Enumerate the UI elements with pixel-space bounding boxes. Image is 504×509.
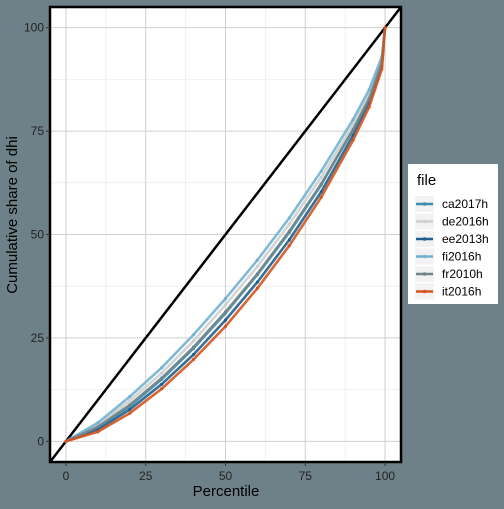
data-point-de2016h [255,264,260,268]
data-point-ee2013h [319,190,323,194]
data-point-fr2010h [319,182,323,186]
legend-key-point [422,237,427,241]
data-point-fr2010h [223,310,228,314]
legend-item-fi2016h: fi2016h [415,248,481,265]
data-point-de2016h [191,339,196,343]
legend-label-fr2010h: fr2010h [442,267,483,281]
data-point-fr2010h [96,425,100,429]
data-point-ee2013h [191,352,196,357]
data-point-fi2016h [287,216,291,220]
legend-label-ca2017h: ca2017h [442,197,488,211]
data-point-fi2016h [160,366,164,370]
data-point-ee2013h [223,318,228,322]
data-point-fr2010h [128,403,132,407]
data-point-fr2010h [351,128,355,132]
legend-item-fr2010h: fr2010h [415,266,483,282]
data-point-fi2016h [191,333,196,337]
data-point-de2016h [160,371,164,375]
data-point-it2016h [383,26,387,30]
data-point-fi2016h [223,297,228,301]
data-point-fi2016h [319,169,323,173]
y-tick-label: 75 [31,124,45,138]
legend-key-point [422,219,427,224]
data-point-fr2010h [255,272,260,276]
data-point-it2016h [96,430,100,434]
y-tick-label: 50 [31,228,45,242]
legend-key-point [422,289,427,294]
data-point-it2016h [255,286,260,290]
data-point-de2016h [319,175,323,180]
data-point-it2016h [287,244,291,248]
data-point-ee2013h [160,382,164,386]
y-axis-label: Cumulative share of dhi [4,136,21,294]
series-layer [64,26,387,443]
legend-label-ee2013h: ee2013h [442,232,489,246]
legend-label-it2016h: it2016h [442,285,481,299]
data-point-ee2013h [287,238,291,242]
data-point-it2016h [160,387,164,391]
x-tick-label: 0 [63,469,70,483]
legend-item-ee2013h: ee2013h [415,231,489,247]
legend: file ca2017h de2016h ee2013h fi2016h fr2010h… [408,164,498,304]
legend-key-point [422,272,427,276]
data-point-fi2016h [351,117,355,122]
y-tick-label: 100 [24,21,44,35]
data-point-it2016h [191,357,196,362]
data-point-de2016h [223,303,228,307]
data-point-fr2010h [287,229,291,233]
y-tick-label: 25 [31,331,45,345]
x-tick-label: 100 [375,469,395,483]
legend-label-de2016h: de2016h [442,215,489,229]
data-point-it2016h [64,439,68,443]
y-tick-label: 0 [37,434,44,448]
x-tick-label: 75 [299,469,313,483]
data-point-de2016h [287,222,291,226]
data-point-fr2010h [191,345,196,349]
data-point-fi2016h [367,88,371,92]
data-point-fi2016h [96,421,100,425]
x-tick-label: 50 [219,469,233,483]
data-point-it2016h [351,138,355,142]
data-point-it2016h [128,411,132,415]
legend-key-point [422,202,427,206]
data-point-ee2013h [255,280,260,284]
data-point-ee2013h [128,407,132,412]
equality-line [49,6,402,463]
legend-title: file [417,172,436,189]
legend-label-fi2016h: fi2016h [442,250,481,264]
x-axis-label: Percentile [193,483,260,500]
axis-ticks: 0 25 50 75 100 0 25 50 75 100 [24,21,395,483]
legend-item-it2016h: it2016h [415,283,481,300]
reference-line-group [49,6,402,463]
data-point-it2016h [223,324,228,328]
data-point-it2016h [380,67,384,71]
legend-key-point [422,254,427,259]
x-tick-label: 25 [139,469,153,483]
legend-items: ca2017h de2016h ee2013h fi2016h fr2010h it201… [415,196,489,300]
data-point-fi2016h [255,258,260,262]
legend-item-de2016h: de2016h [415,213,489,230]
data-point-de2016h [128,399,132,403]
data-point-it2016h [319,195,323,199]
legend-item-ca2017h: ca2017h [415,196,488,212]
data-point-fr2010h [367,97,371,101]
data-point-fr2010h [160,376,164,380]
data-point-it2016h [367,105,371,109]
data-point-fi2016h [128,395,132,399]
